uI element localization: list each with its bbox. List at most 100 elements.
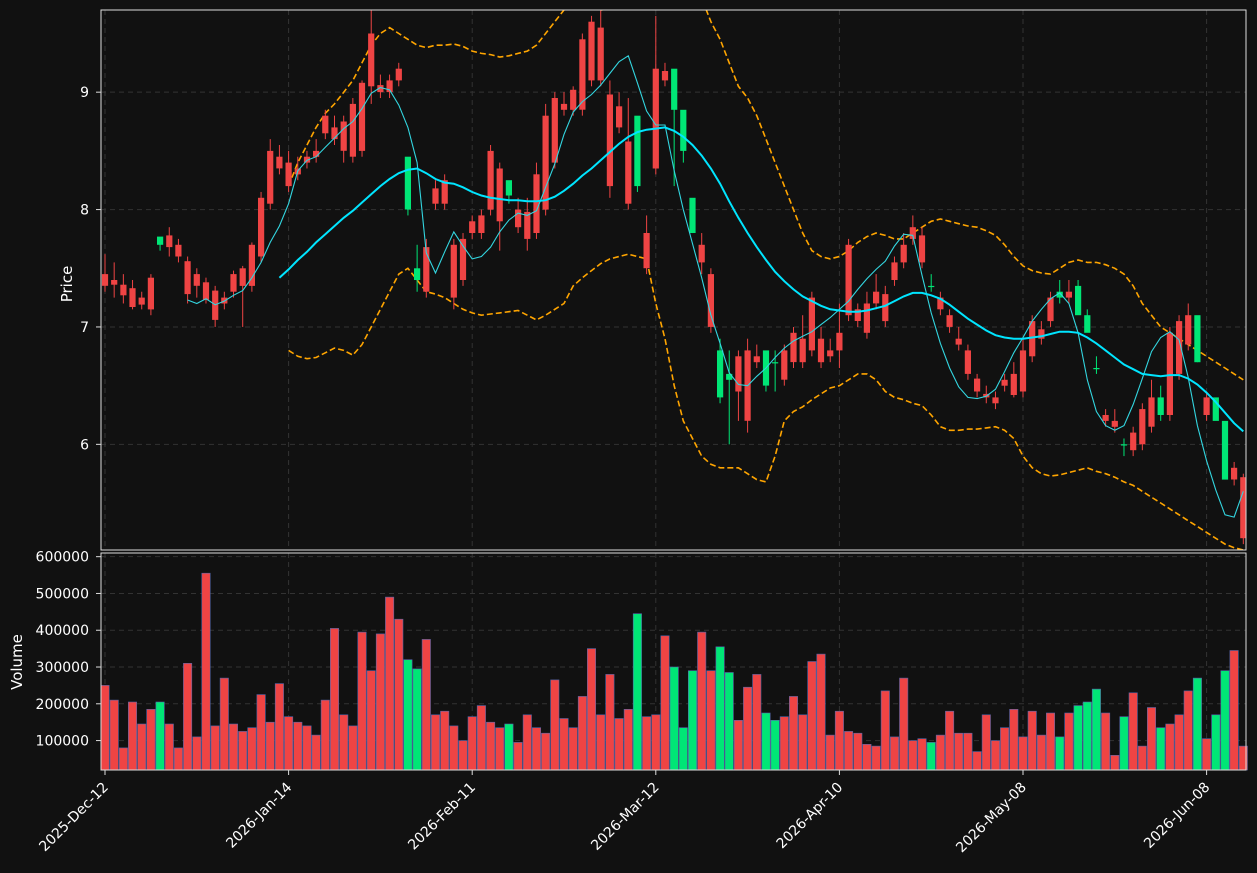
candle-down (827, 350, 834, 357)
volume-bar-down (651, 714, 661, 771)
volume-bar-down (1229, 650, 1239, 771)
candle-down (101, 274, 109, 286)
candle-down (533, 174, 540, 233)
volume-bar-down (743, 686, 753, 771)
volume-bar-up (1055, 736, 1065, 771)
volume-bar-down (605, 674, 615, 771)
candle-down (1029, 321, 1036, 357)
candle-down (303, 156, 311, 163)
volume-bar-down (972, 751, 982, 771)
candle-down (918, 235, 926, 263)
candle-down (551, 98, 558, 163)
candle-down (1231, 467, 1238, 480)
volume-bar-up (412, 668, 422, 771)
volume-bar-up (1220, 670, 1230, 771)
volume-bar-up (403, 659, 413, 771)
volume-bar-down (357, 631, 367, 771)
candle-down (111, 280, 118, 285)
candle-down (432, 188, 439, 204)
candle-down (202, 282, 210, 300)
volume-bar-down (614, 718, 624, 771)
volume-bar-down (779, 716, 789, 771)
volume-bar-down (963, 732, 973, 771)
volume-bar-up (632, 613, 642, 771)
candle-down (1102, 415, 1109, 421)
candle-up (689, 197, 696, 233)
volume-bar-down (238, 731, 248, 771)
volume-bar-down (844, 731, 854, 771)
volume-bar-down (899, 677, 909, 771)
volume-bar-down (513, 742, 523, 771)
volume-bar-down (284, 716, 294, 771)
volume-bar-down (733, 719, 743, 771)
price-tick-label: 8 (80, 203, 89, 219)
candle-down (349, 103, 356, 157)
volume-bar-down (550, 679, 560, 771)
upper-band-line (287, 10, 1244, 381)
volume-bar-down (862, 743, 872, 771)
price-tick-label: 9 (80, 85, 89, 101)
volume-bar-up (155, 701, 165, 771)
volume-bar-down (807, 661, 817, 771)
volume-bar-down (825, 734, 835, 771)
volume-bar-up (715, 646, 725, 771)
candle-down (579, 39, 586, 110)
candle-down (469, 221, 476, 233)
volume-bar-down (366, 670, 376, 771)
volume-bar-down (164, 723, 174, 771)
candle-down (661, 71, 669, 81)
volume-bar-down (247, 727, 257, 771)
volume-axis-label: Volume (8, 634, 26, 690)
volume-bar-down (128, 701, 138, 771)
candle-down (193, 274, 200, 286)
candle-down (974, 378, 981, 392)
candle-down (625, 141, 632, 204)
volume-bar-down (1202, 738, 1212, 771)
candle-down (313, 150, 320, 157)
candle-down (735, 356, 742, 392)
candle-down (1166, 332, 1173, 415)
volume-bar-down (752, 674, 762, 771)
volume-bar-down (100, 685, 110, 771)
candle-down (524, 211, 531, 239)
ma-slow-line (278, 126, 1244, 433)
candle-up (505, 180, 512, 196)
candle-down (175, 244, 182, 257)
volume-bar-down (596, 714, 606, 771)
volume-bar-down (293, 721, 303, 771)
volume-bar-down (1046, 712, 1056, 771)
volume-bar-down (458, 740, 468, 771)
volume-bar-down (320, 699, 330, 771)
volume-bar-up (1119, 716, 1129, 771)
candle-down (285, 162, 292, 187)
volume-bar-up (1156, 727, 1166, 771)
volume-bar-down (1064, 712, 1074, 771)
volume-bar-down (449, 725, 459, 771)
candle-down (817, 338, 825, 363)
candle-down (955, 338, 962, 345)
candle-down (900, 244, 907, 263)
volume-bar-down (385, 596, 395, 771)
volume-bar-down (706, 670, 716, 771)
candle-down (1139, 409, 1146, 445)
volume-bar-down (945, 710, 955, 771)
candle-down (1047, 297, 1054, 322)
volume-bar-down (1101, 712, 1111, 771)
candle-down (258, 197, 265, 257)
candle-down (1038, 329, 1045, 339)
volume-bar-down (440, 710, 450, 771)
volume-bar-down (339, 714, 349, 771)
candle-down (698, 244, 705, 263)
price-panel: 6 7 8 9 Price (58, 9, 1247, 551)
volume-bar-down (265, 721, 275, 771)
candle-down (606, 94, 613, 187)
candle-down (753, 356, 760, 363)
volume-bar-down (880, 690, 890, 771)
candle-down (854, 309, 861, 321)
volume-tick-label: 600000 (36, 550, 89, 566)
candle-down (248, 244, 255, 286)
volume-bar-down (1147, 707, 1157, 771)
price-tick-label: 6 (80, 437, 89, 453)
volume-bar-up (770, 719, 780, 771)
candle-down (478, 215, 485, 233)
